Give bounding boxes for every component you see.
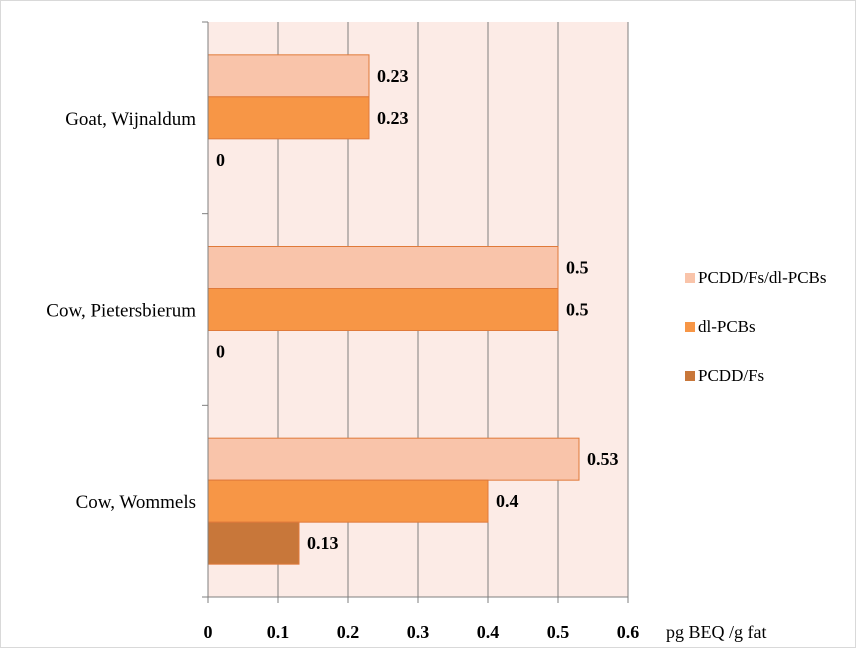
x-tick-label: 0.6 <box>617 622 640 642</box>
x-tick-label: 0.2 <box>337 622 360 642</box>
bar <box>207 437 580 481</box>
x-tick-label: 0 <box>204 622 213 642</box>
category-label: Goat, Wijnaldum <box>65 109 196 130</box>
category-labels: Goat, Wijnaldum Cow, Pietersbierum Cow, Wo… <box>46 109 196 513</box>
bar <box>207 96 370 140</box>
category-label: Cow, Wommels <box>76 492 196 513</box>
data-labels: 0.23 0.23 0 0.5 0.5 0 0.53 0.4 0.13 <box>216 66 619 553</box>
bars <box>207 54 580 565</box>
data-label: 0 <box>216 342 225 362</box>
data-label: 0.23 <box>377 108 409 128</box>
legend-label: PCDD/Fs/dl-PCBs <box>698 268 827 287</box>
x-tick-label: 0.3 <box>407 622 430 642</box>
data-label: 0.5 <box>566 300 589 320</box>
category-label: Cow, Pietersbierum <box>46 301 196 322</box>
data-label: 0.13 <box>307 533 339 553</box>
bar <box>207 54 370 98</box>
data-label: 0.4 <box>496 491 519 511</box>
data-label: 0 <box>216 150 225 170</box>
axes <box>202 21 629 603</box>
data-label: 0.53 <box>587 449 619 469</box>
bar <box>207 246 559 289</box>
data-label: 0.23 <box>377 66 409 86</box>
legend: PCDD/Fs/dl-PCBs dl-PCBs PCDD/Fs <box>685 268 827 385</box>
x-tick-label: 0.4 <box>477 622 500 642</box>
legend-swatch <box>685 273 695 283</box>
legend-label: dl-PCBs <box>698 317 756 336</box>
x-tick-label: 0.1 <box>267 622 290 642</box>
data-label: 0.5 <box>566 258 589 278</box>
bar <box>207 288 559 331</box>
bar <box>207 479 489 523</box>
bar <box>207 521 300 565</box>
x-tick-label: 0.5 <box>547 622 570 642</box>
x-tick-labels: 0 0.1 0.2 0.3 0.4 0.5 0.6 <box>204 622 640 642</box>
legend-swatch <box>685 371 695 381</box>
legend-label: PCDD/Fs <box>698 366 764 385</box>
x-axis-label: pg BEQ /g fat <box>666 622 767 642</box>
legend-swatch <box>685 322 695 332</box>
